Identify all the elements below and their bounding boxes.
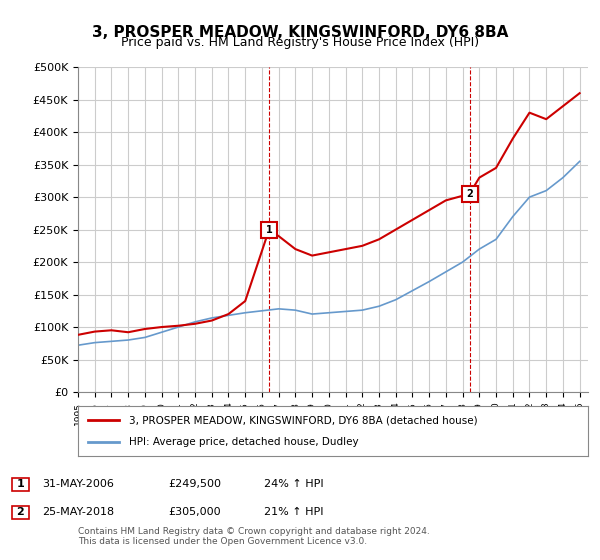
Text: 3, PROSPER MEADOW, KINGSWINFORD, DY6 8BA: 3, PROSPER MEADOW, KINGSWINFORD, DY6 8BA [92, 25, 508, 40]
Text: 2: 2 [466, 189, 473, 199]
Text: Price paid vs. HM Land Registry's House Price Index (HPI): Price paid vs. HM Land Registry's House … [121, 36, 479, 49]
Text: 2: 2 [17, 507, 24, 517]
Text: 3, PROSPER MEADOW, KINGSWINFORD, DY6 8BA (detached house): 3, PROSPER MEADOW, KINGSWINFORD, DY6 8BA… [129, 415, 478, 425]
Text: 1: 1 [17, 479, 24, 489]
Text: 21% ↑ HPI: 21% ↑ HPI [264, 507, 323, 517]
Text: £305,000: £305,000 [168, 507, 221, 517]
Text: Contains HM Land Registry data © Crown copyright and database right 2024.
This d: Contains HM Land Registry data © Crown c… [78, 526, 430, 546]
Text: 31-MAY-2006: 31-MAY-2006 [42, 479, 114, 489]
Text: HPI: Average price, detached house, Dudley: HPI: Average price, detached house, Dudl… [129, 437, 359, 447]
Text: £249,500: £249,500 [168, 479, 221, 489]
Text: 25-MAY-2018: 25-MAY-2018 [42, 507, 114, 517]
Text: 24% ↑ HPI: 24% ↑ HPI [264, 479, 323, 489]
Text: 1: 1 [266, 225, 272, 235]
